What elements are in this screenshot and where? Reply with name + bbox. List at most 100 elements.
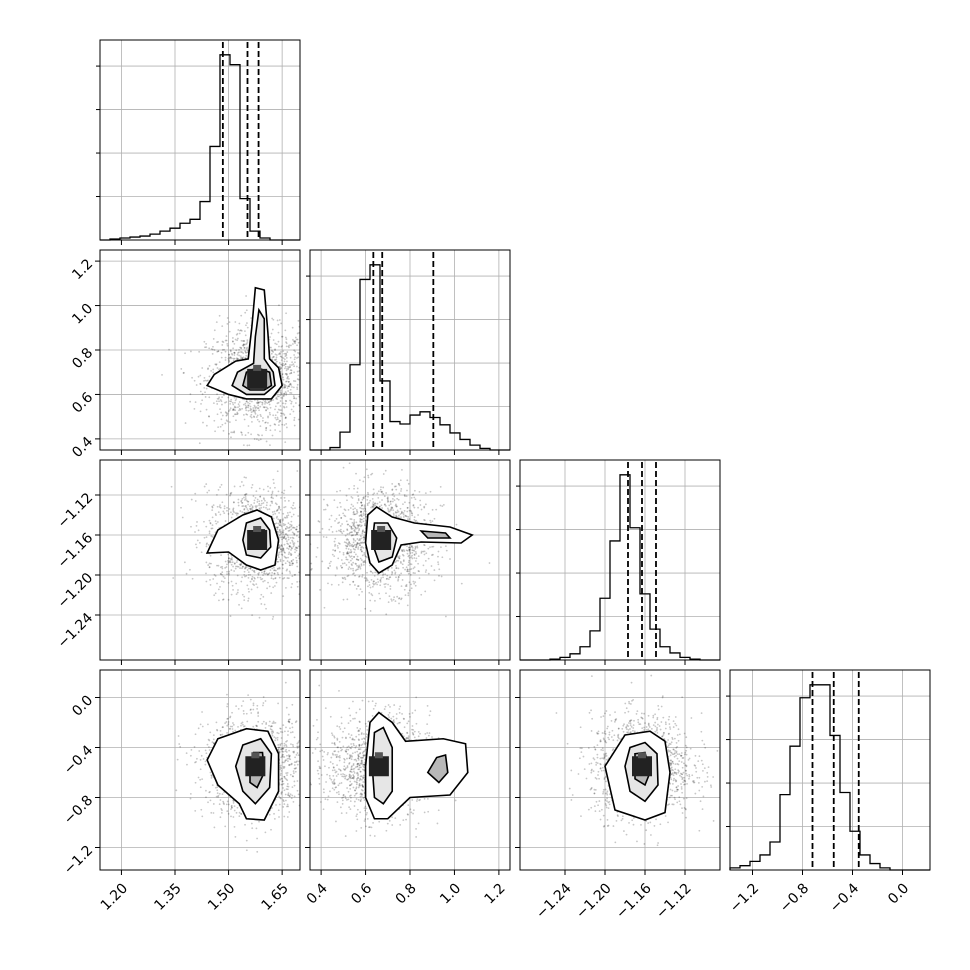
scatter-point [363, 505, 366, 508]
scatter-point [259, 495, 262, 498]
scatter-point [341, 566, 344, 569]
scatter-point [271, 502, 274, 504]
scatter-point [321, 527, 324, 530]
scatter-point [290, 560, 293, 562]
scatter-point [401, 469, 403, 471]
scatter-point [272, 339, 275, 341]
scatter-point [246, 720, 249, 723]
scatter-point [384, 586, 386, 588]
scatter-point [245, 406, 248, 408]
scatter-point [238, 332, 241, 335]
scatter-point [236, 337, 239, 340]
scatter-point [208, 746, 210, 748]
scatter-point [259, 425, 262, 428]
scatter-point [265, 421, 267, 424]
scatter-point [286, 516, 289, 519]
scatter-point [321, 560, 324, 563]
scatter-point [396, 509, 399, 512]
scatter-point [216, 413, 219, 416]
scatter-point [267, 416, 269, 419]
scatter-point [411, 549, 414, 552]
scatter-point [277, 331, 280, 334]
scatter-point [265, 409, 267, 412]
scatter-point [225, 339, 228, 342]
scatter-point [267, 573, 269, 576]
scatter-point [255, 827, 258, 830]
scatter-point [244, 404, 247, 407]
scatter-point [277, 547, 280, 550]
scatter-point [363, 536, 366, 539]
scatter-point [252, 415, 255, 418]
scatter-point [280, 415, 282, 417]
scatter-point [245, 295, 247, 297]
scatter-point [237, 589, 239, 591]
scatter-point [284, 402, 287, 405]
scatter-point [229, 402, 232, 405]
scatter-point [285, 515, 288, 517]
scatter-point [205, 379, 208, 382]
scatter-point [272, 318, 275, 321]
scatter-point [301, 750, 303, 752]
scatter-point [357, 585, 360, 587]
scatter-point [251, 575, 254, 578]
scatter-point [259, 597, 262, 600]
scatter-point [346, 551, 349, 554]
scatter-point [189, 792, 192, 795]
scatter-point [243, 493, 246, 496]
scatter-point [227, 396, 230, 399]
scatter-point [234, 409, 237, 412]
scatter-point [294, 336, 297, 339]
scatter-point [390, 506, 393, 509]
axes-frame [519, 459, 721, 661]
scatter-point [353, 529, 356, 532]
scatter-point [243, 476, 246, 479]
scatter-point [278, 529, 281, 532]
scatter-point [345, 541, 348, 544]
scatter-point [239, 346, 241, 349]
scatter-point [366, 556, 369, 559]
scatter-point [258, 504, 261, 507]
scatter-point [416, 545, 419, 548]
scatter-point [357, 559, 360, 561]
scatter-point [358, 544, 361, 547]
scatter-point [356, 491, 359, 494]
scatter-point [247, 694, 250, 697]
scatter-point [431, 554, 433, 556]
scatter-point [359, 538, 361, 540]
scatter-point [285, 788, 288, 791]
scatter-point [247, 404, 250, 407]
scatter-point [253, 438, 256, 440]
scatter-point [289, 366, 291, 368]
scatter-point [355, 558, 358, 561]
scatter-point [388, 576, 391, 579]
scatter-point [372, 583, 375, 586]
scatter-point [395, 488, 398, 491]
scatter-point [296, 383, 299, 386]
scatter-point [200, 403, 202, 405]
scatter-point [247, 500, 250, 503]
scatter-point [225, 493, 228, 496]
scatter-point [256, 501, 259, 503]
scatter-point [425, 552, 428, 555]
scatter-point [247, 503, 249, 506]
histogram-step [729, 684, 930, 871]
scatter-point [282, 357, 285, 360]
scatter-point [241, 407, 244, 410]
scatter-point [406, 545, 408, 547]
scatter-point [289, 485, 292, 488]
scatter-point [283, 535, 286, 538]
scatter-point [286, 527, 289, 529]
scatter-point [409, 552, 412, 554]
scatter-point [285, 384, 287, 387]
scatter-point [265, 440, 268, 443]
scatter-point [233, 562, 236, 565]
scatter-point [312, 551, 314, 553]
scatter-point [217, 564, 220, 567]
scatter-point [347, 568, 350, 570]
scatter-point [347, 552, 349, 555]
scatter-point [291, 364, 293, 366]
scatter-point [228, 357, 231, 360]
scatter-point [280, 367, 283, 369]
scatter-point [270, 352, 273, 355]
scatter-point [296, 370, 299, 373]
